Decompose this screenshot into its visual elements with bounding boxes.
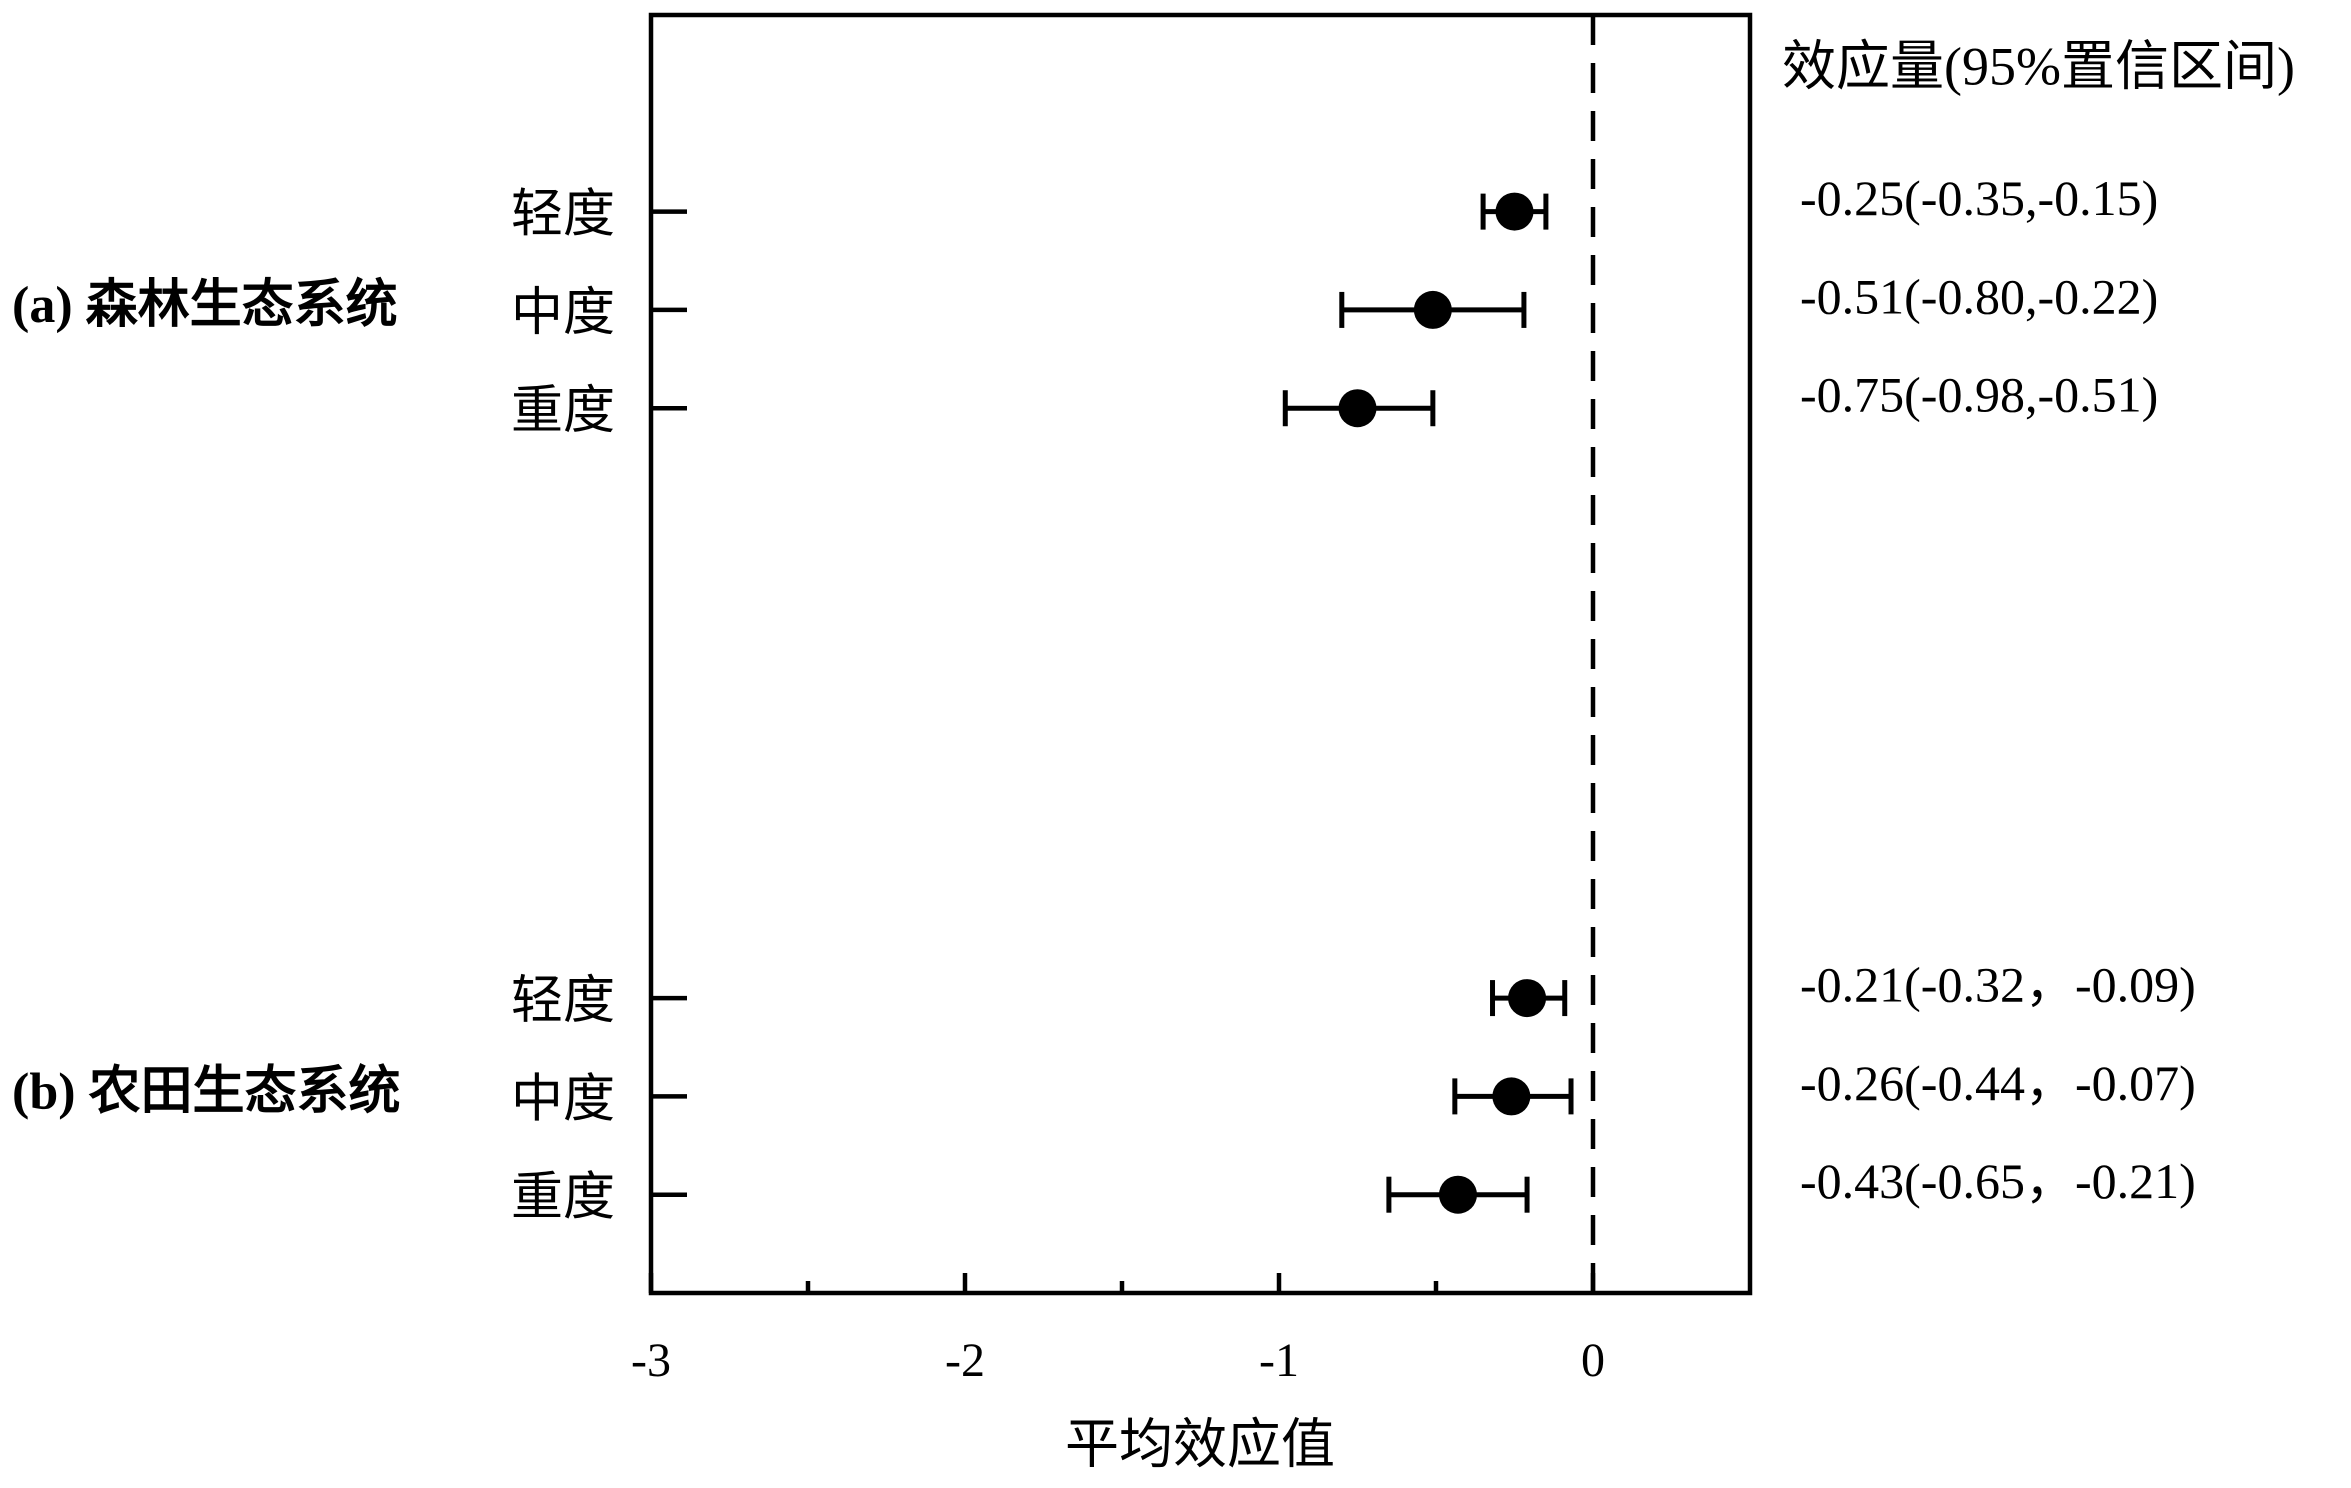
x-tick-label: 0 [1581,1334,1605,1387]
y-tick-label: 重度 [511,1170,615,1227]
x-tick-label: -3 [631,1334,671,1387]
y-tick-label: 中度 [511,285,615,342]
y-tick-label: 轻度 [511,187,615,244]
point [1438,1175,1477,1214]
x-tick-label: -2 [945,1334,985,1387]
value-label: -0.26(-0.44，-0.07) [1800,1055,2196,1111]
point [1508,979,1547,1018]
value-label: -0.75(-0.98,-0.51) [1800,367,2158,423]
y-tick-label: 重度 [511,383,615,440]
value-label: -0.21(-0.32，-0.09) [1800,957,2196,1013]
value-label: -0.25(-0.35,-0.15) [1800,170,2158,226]
group-label: (a) 森林生态系统 [12,276,398,334]
point [1495,192,1534,231]
x-axis-label: 平均效应值 [1065,1414,1335,1474]
column-title: 效应量(95%置信区间) [1782,36,2295,96]
group-label: (b) 农田生态系统 [12,1062,401,1120]
point [1338,389,1377,428]
y-tick-label: 轻度 [511,973,615,1030]
value-label: -0.43(-0.65，-0.21) [1800,1153,2196,1209]
y-tick-label: 中度 [511,1071,615,1128]
value-label: -0.51(-0.80,-0.22) [1800,268,2158,324]
point [1492,1077,1531,1116]
point [1413,290,1452,329]
x-tick-label: -1 [1259,1334,1299,1387]
plot-frame [648,12,1753,1296]
